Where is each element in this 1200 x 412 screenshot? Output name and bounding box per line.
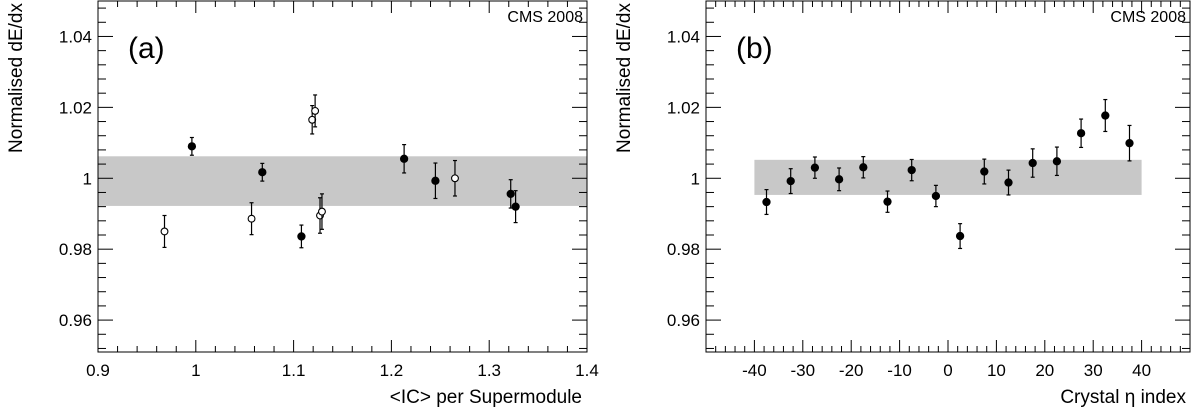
data-point [1101, 98, 1110, 133]
y-tick-label: 1.02 [667, 98, 700, 117]
data-point [786, 168, 795, 195]
data-point [883, 190, 892, 213]
data-point [1125, 124, 1134, 162]
marker-filled [786, 176, 795, 186]
marker-filled [431, 176, 440, 185]
y-axis-label: Normalised dE/dx [614, 3, 635, 153]
data-point [399, 143, 409, 174]
data-point [431, 162, 440, 200]
data-point [187, 136, 197, 156]
marker-filled [980, 167, 989, 176]
y-tick-label: 0.96 [667, 311, 700, 330]
marker-filled [511, 202, 520, 211]
y-axis-label: Normalised dE/dx [6, 3, 27, 153]
marker-open [451, 174, 459, 183]
marker-filled [1125, 139, 1134, 148]
y-tick-label: 0.98 [667, 240, 700, 259]
marker-filled [907, 165, 916, 175]
marker-filled [258, 168, 267, 177]
chart-title: CMS 2008 [507, 9, 583, 26]
y-tick-label: 1.04 [667, 27, 700, 46]
x-tick-label: -10 [887, 361, 912, 380]
x-tick-label: 1.4 [575, 361, 599, 380]
x-tick-label: -30 [791, 361, 816, 380]
panel-a: 0.9 1 1.1 1.2 1.3 1.4 0.96 0.98 1 1.02 1.04 <IC> pe… [6, 0, 599, 408]
marker-filled [399, 154, 409, 163]
data-point [1052, 146, 1062, 177]
marker-open [160, 227, 169, 236]
marker-open [318, 207, 326, 216]
data-point [511, 190, 520, 224]
x-tick-label: 0.9 [86, 361, 110, 380]
x-tick-label: 10 [987, 361, 1006, 380]
x-tick-label: 1.3 [477, 361, 501, 380]
x-tick-label: 1.2 [380, 361, 404, 380]
data-point [859, 156, 868, 179]
data-point [931, 184, 941, 208]
marker-open [247, 214, 256, 223]
x-tick-label: 30 [1084, 361, 1103, 380]
data-point [506, 179, 515, 209]
x-tick-label: 40 [1132, 361, 1151, 380]
panel-label: (b) [736, 32, 773, 65]
data-point [297, 224, 306, 249]
y-tick-label: 1 [83, 169, 92, 188]
x-tick-label: 1.1 [282, 361, 306, 380]
data-point [834, 167, 844, 192]
marker-filled [859, 163, 868, 172]
panel-label: (a) [128, 32, 165, 65]
data-point [1076, 118, 1086, 149]
x-tick-label: 1 [191, 361, 200, 380]
data-point [762, 189, 771, 216]
x-axis-label: Crystal η index [1060, 387, 1186, 408]
y-tick-label: 1.04 [59, 27, 92, 46]
uncertainty-band [98, 156, 587, 206]
x-tick-label: 20 [1035, 361, 1054, 380]
data-point [955, 223, 965, 250]
marker-filled [1076, 129, 1086, 138]
data-point [907, 158, 916, 182]
marker-filled [834, 175, 844, 184]
marker-filled [762, 197, 771, 207]
marker-filled [1028, 158, 1037, 168]
data-point [258, 162, 267, 182]
uncertainty-band [754, 159, 1142, 195]
marker-filled [187, 142, 197, 151]
data-point [247, 202, 256, 236]
data-point [1028, 148, 1037, 178]
data-point [311, 94, 320, 128]
y-tick-label: 0.98 [59, 240, 92, 259]
marker-open [311, 106, 320, 115]
data-point [318, 193, 326, 230]
panel-b: -40 -30 -20 -10 0 10 20 30 40 0.96 0.98 1 1.02 1.04 Cr… [614, 0, 1191, 408]
marker-filled [1101, 111, 1110, 120]
chart-title: CMS 2008 [1110, 9, 1186, 26]
marker-filled [1052, 157, 1062, 166]
data-point [980, 158, 989, 185]
x-axis-label: <IC> per Supermodule [390, 387, 582, 408]
data-point [160, 214, 169, 249]
marker-filled [1004, 178, 1013, 187]
data-point [810, 156, 820, 179]
marker-filled [297, 232, 306, 241]
plot-frame [97, 0, 588, 353]
data-point [451, 159, 459, 197]
x-tick-label: 0 [943, 361, 952, 380]
marker-filled [931, 191, 941, 201]
data-point [1004, 169, 1013, 196]
y-tick-label: 1.02 [59, 98, 92, 117]
marker-filled [506, 189, 515, 199]
marker-filled [883, 197, 892, 206]
y-tick-label: 1 [691, 169, 700, 188]
y-tick-label: 0.96 [59, 311, 92, 330]
marker-filled [955, 231, 965, 241]
x-tick-label: -40 [742, 361, 767, 380]
marker-filled [810, 163, 820, 172]
x-tick-label: -20 [839, 361, 864, 380]
